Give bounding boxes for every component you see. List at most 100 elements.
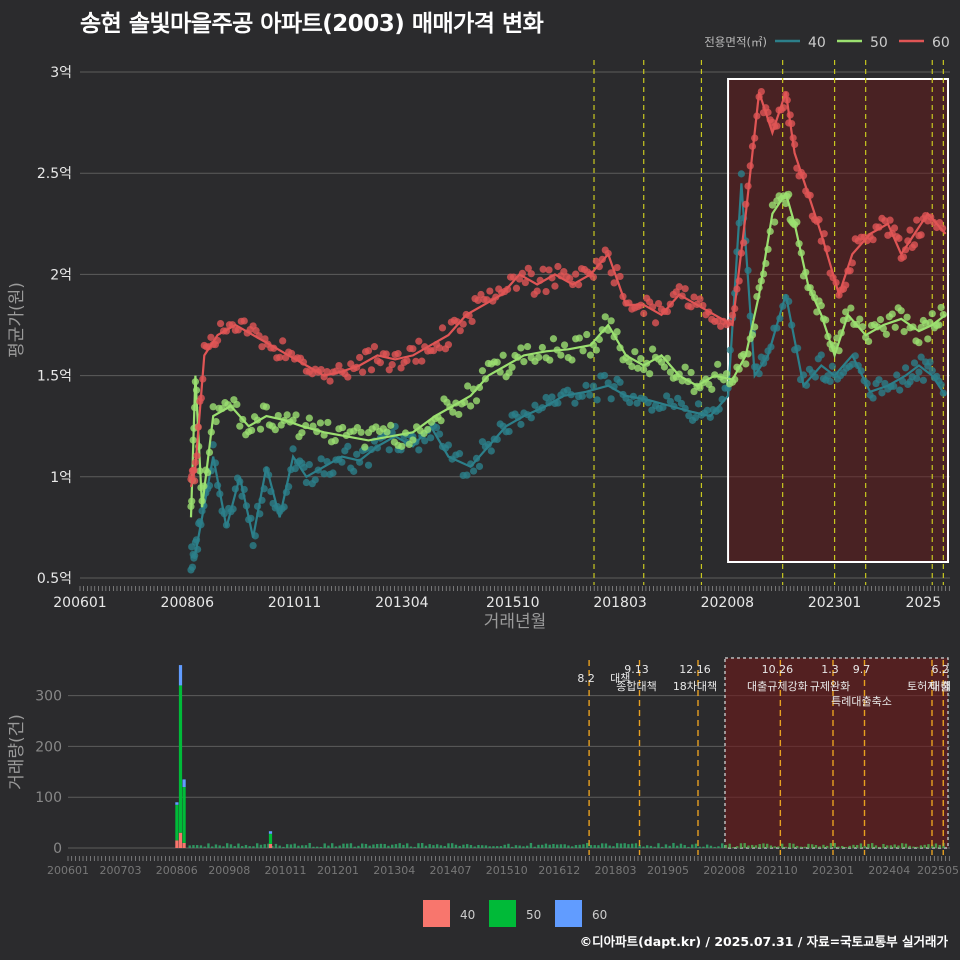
- series-50-point: [714, 360, 722, 368]
- bar-minor: [736, 846, 739, 848]
- series-40-point: [329, 469, 337, 477]
- series-50-point: [660, 363, 669, 371]
- bar-minor: [919, 845, 923, 848]
- series-50-point: [209, 403, 217, 411]
- series-40-point: [828, 362, 836, 370]
- bar-minor: [739, 843, 743, 848]
- bar-minor: [556, 844, 559, 848]
- bar-minor: [837, 846, 840, 848]
- series-60-point: [917, 231, 925, 239]
- x-tick-label: 201510: [486, 595, 539, 611]
- bar-minor: [934, 843, 938, 848]
- bar-minor: [687, 846, 690, 848]
- series-50-point: [508, 363, 516, 371]
- series-50-point: [891, 323, 899, 331]
- policy-event-date: 9.13: [624, 663, 649, 676]
- x-tick-label: 201304: [375, 595, 429, 611]
- bar-50: [175, 804, 179, 841]
- bar-minor: [642, 846, 645, 848]
- series-60-point: [592, 257, 600, 265]
- bar-minor: [593, 845, 596, 848]
- y-tick-label: 2억: [50, 267, 72, 283]
- series-40-point: [902, 364, 910, 372]
- bar-minor: [233, 846, 236, 848]
- bar-minor: [923, 844, 926, 848]
- bar-x-tick-label: 201011: [265, 864, 307, 877]
- bar-minor: [439, 845, 443, 848]
- bar-60: [182, 779, 186, 788]
- series-60-point: [687, 303, 695, 311]
- bar-minor: [908, 845, 911, 848]
- bar-minor: [563, 844, 566, 848]
- bar-minor: [383, 843, 386, 848]
- bar-minor: [799, 846, 803, 848]
- bar-minor: [762, 843, 765, 848]
- bar-minor: [597, 845, 600, 848]
- series-40-point: [427, 434, 435, 442]
- series-60-point: [258, 343, 266, 351]
- bar-minor: [623, 843, 626, 848]
- bar-minor: [447, 843, 450, 848]
- bar-minor: [814, 845, 818, 848]
- bar-minor: [589, 845, 593, 848]
- bar-minor: [619, 843, 623, 848]
- series-50-point: [579, 347, 587, 355]
- series-40-point: [475, 462, 484, 471]
- bar-minor: [559, 844, 563, 848]
- series-50-point: [557, 351, 565, 359]
- x-tick-label: 200601: [53, 595, 106, 611]
- series-60-point: [533, 287, 541, 295]
- bar-x-tick-label: 201201: [317, 864, 359, 877]
- bar-minor: [638, 844, 641, 848]
- series-60-point: [654, 299, 663, 308]
- bar-x-tick-label: 200908: [208, 864, 250, 877]
- series-50-point: [897, 307, 905, 315]
- series-40-point: [578, 392, 586, 400]
- series-40-point: [338, 458, 346, 466]
- bar-minor: [567, 845, 570, 848]
- series-50-point: [520, 358, 528, 366]
- series-40-point: [869, 394, 877, 402]
- series-40-point: [209, 441, 217, 449]
- bar-minor: [616, 843, 619, 848]
- series-40-point: [666, 397, 674, 406]
- series-40-point: [320, 470, 328, 478]
- series-40-point: [893, 371, 901, 379]
- series-40-point: [616, 378, 624, 386]
- bar-minor: [353, 846, 356, 848]
- bar-minor: [364, 843, 368, 848]
- series-50-point: [935, 321, 943, 329]
- series-40-point: [878, 389, 886, 397]
- series-60-point: [886, 216, 894, 224]
- series-50-point: [449, 408, 457, 416]
- policy-event-date: 6.2: [932, 663, 950, 676]
- series-60-point: [910, 241, 919, 249]
- series-50-point: [882, 330, 890, 338]
- bar-minor: [649, 845, 653, 848]
- series-60-point: [359, 368, 367, 376]
- bar-minor: [893, 844, 896, 848]
- bar-minor: [631, 843, 634, 848]
- series-50-point: [876, 316, 885, 324]
- bar-minor: [586, 842, 589, 848]
- bar-minor: [496, 846, 499, 848]
- legend-title: 전용면적(㎡): [704, 35, 767, 49]
- series-50-point: [357, 428, 365, 436]
- bar-minor: [916, 846, 919, 848]
- bar-minor: [777, 846, 780, 848]
- bar-legend-label-40: 40: [460, 908, 475, 922]
- series-60-point: [335, 361, 343, 370]
- bar-minor: [732, 846, 735, 848]
- bar-minor: [679, 843, 683, 848]
- bar-minor: [552, 843, 555, 848]
- series-50-point: [560, 341, 569, 349]
- bar-minor: [188, 845, 191, 848]
- series-40-point: [633, 399, 641, 407]
- bar-minor: [409, 846, 413, 848]
- bar-minor: [844, 846, 848, 848]
- bar-minor: [218, 845, 221, 848]
- series-50-point: [324, 418, 332, 427]
- bar-minor: [529, 842, 533, 848]
- series-60-point: [456, 327, 464, 335]
- series-40-point: [571, 399, 579, 407]
